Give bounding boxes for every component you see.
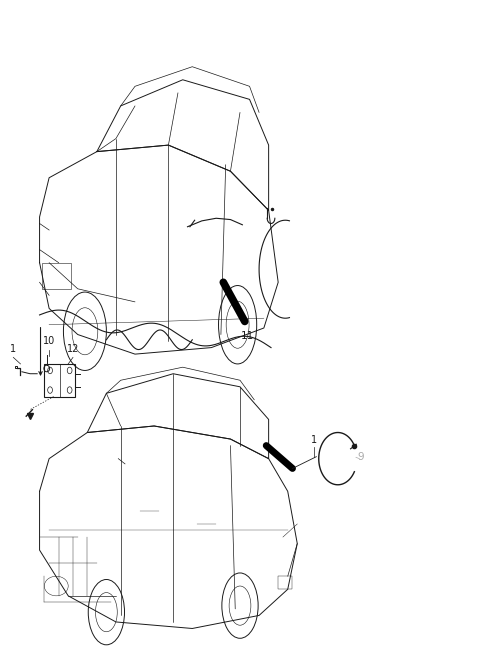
Text: 1: 1 [10,344,16,354]
Text: 10: 10 [43,337,55,346]
Bar [42,262,71,289]
Bar [278,576,292,589]
Text: 11: 11 [240,331,254,341]
Text: 1: 1 [311,435,317,445]
Bar [44,364,75,397]
Text: 12: 12 [67,344,79,354]
Text: 9: 9 [357,453,363,462]
